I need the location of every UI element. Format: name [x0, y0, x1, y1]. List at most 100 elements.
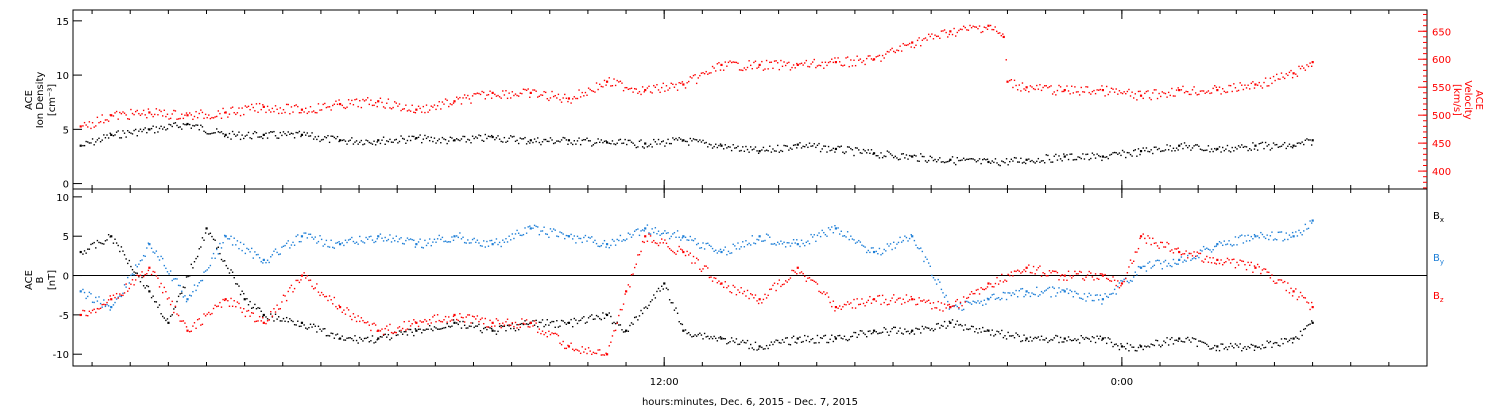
interp-dot	[740, 246, 742, 248]
interp-dot	[273, 130, 275, 133]
interp-dot	[867, 249, 870, 252]
interp-dot	[1228, 259, 1230, 261]
interp-dot	[427, 323, 429, 325]
interp-dot	[163, 126, 165, 128]
interp-dot	[560, 101, 563, 103]
interp-dot	[201, 111, 204, 114]
interp-dot	[1012, 292, 1014, 294]
interp-dot	[508, 235, 510, 237]
interp-dot	[1021, 82, 1024, 84]
interp-dot	[133, 129, 135, 132]
interp-dot	[748, 242, 750, 245]
interp-dot	[1163, 261, 1165, 263]
interp-dot	[804, 275, 806, 278]
interp-dot	[394, 101, 396, 103]
interp-dot	[681, 81, 684, 83]
b-tick-label: -10	[53, 350, 69, 361]
interp-dot	[255, 320, 258, 322]
interp-dot	[994, 282, 997, 285]
interp-dot	[389, 234, 391, 236]
data-point	[300, 274, 304, 277]
interp-dot	[1050, 272, 1052, 274]
interp-dot	[1024, 270, 1027, 273]
interp-dot	[581, 91, 583, 94]
interp-dot	[239, 293, 242, 296]
interp-dot	[203, 117, 205, 120]
interp-dot	[106, 239, 108, 241]
interp-dot	[646, 87, 649, 89]
interp-dot	[678, 82, 680, 84]
interp-dot	[432, 140, 434, 143]
interp-dot	[1071, 290, 1073, 293]
interp-dot	[587, 236, 590, 239]
interp-dot	[821, 292, 823, 295]
interp-dot	[459, 139, 461, 142]
interp-dot	[212, 238, 215, 241]
interp-dot	[314, 287, 316, 289]
interp-dot	[1067, 270, 1070, 272]
interp-dot	[254, 251, 256, 253]
interp-dot	[1167, 243, 1170, 245]
interp-dot	[382, 106, 385, 108]
interp-dot	[131, 112, 134, 115]
interp-dot	[1090, 272, 1092, 274]
interp-dot	[953, 326, 955, 328]
interp-dot	[386, 325, 388, 327]
interp-dot	[613, 240, 615, 242]
interp-dot	[365, 139, 367, 141]
interp-dot	[335, 305, 337, 308]
interp-dot	[794, 144, 796, 146]
interp-dot	[788, 149, 790, 151]
interp-dot	[541, 141, 544, 143]
interp-dot	[864, 305, 866, 307]
density-tick-label: 5	[63, 125, 69, 136]
interp-dot	[700, 270, 703, 272]
interp-dot	[290, 319, 293, 322]
interp-dot	[866, 251, 868, 254]
interp-dot	[109, 132, 111, 134]
interp-dot	[783, 283, 785, 285]
interp-dot	[1199, 90, 1202, 92]
interp-dot	[684, 329, 687, 331]
interp-dot	[1220, 242, 1222, 244]
interp-dot	[104, 119, 107, 121]
interp-dot	[691, 336, 693, 338]
interp-dot	[171, 300, 173, 303]
interp-dot	[597, 315, 599, 318]
interp-dot	[678, 245, 680, 248]
interp-dot	[441, 136, 444, 139]
interp-dot	[338, 304, 340, 307]
interp-dot	[710, 245, 712, 248]
interp-dot	[112, 135, 115, 137]
interp-dot	[670, 82, 672, 85]
interp-dot	[400, 109, 402, 112]
interp-dot	[333, 337, 336, 339]
interp-dot	[780, 342, 782, 344]
interp-dot	[853, 331, 855, 334]
interp-dot	[131, 279, 134, 281]
interp-dot	[1260, 272, 1262, 275]
interp-dot	[838, 61, 841, 63]
interp-dot	[1145, 90, 1148, 93]
interp-dot	[1155, 146, 1157, 148]
interp-dot	[1023, 295, 1025, 298]
interp-dot	[1220, 259, 1222, 261]
interp-dot	[541, 319, 544, 321]
interp-dot	[514, 233, 517, 235]
interp-dot	[322, 293, 324, 296]
interp-dot	[266, 105, 269, 108]
interp-dot	[1290, 69, 1292, 72]
interp-dot	[222, 298, 224, 301]
interp-dot	[751, 67, 753, 70]
interp-dot	[1086, 153, 1089, 155]
interp-dot	[750, 244, 752, 246]
interp-dot	[502, 325, 504, 328]
interp-dot	[320, 330, 323, 332]
data-point	[911, 155, 914, 158]
interp-dot	[905, 330, 908, 333]
interp-dot	[594, 352, 596, 354]
interp-dot	[618, 81, 620, 83]
interp-dot	[851, 238, 854, 240]
interp-dot	[978, 327, 981, 330]
interp-dot	[362, 340, 364, 342]
